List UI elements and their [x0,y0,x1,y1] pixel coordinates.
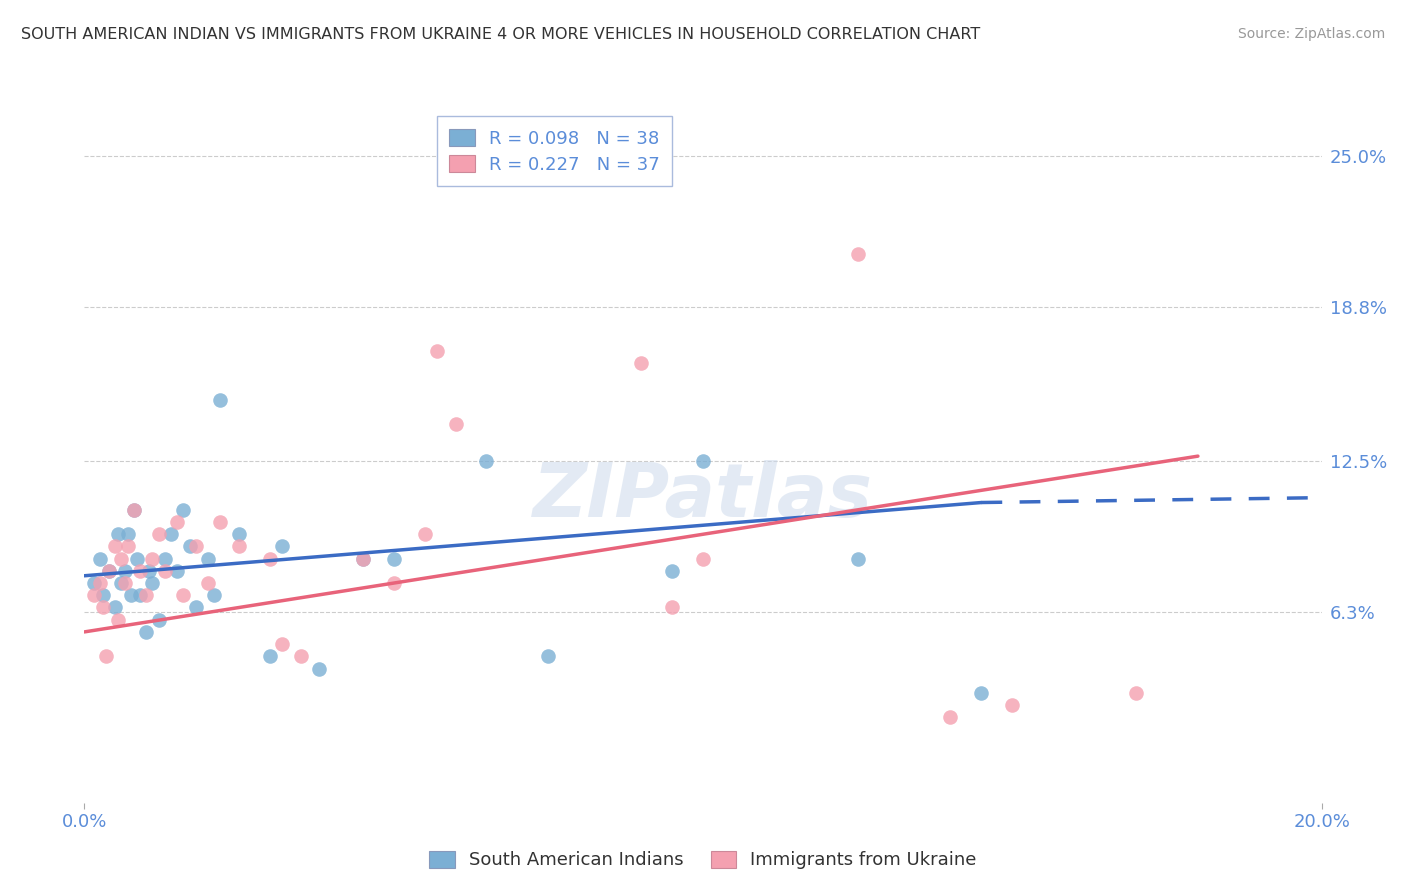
Point [352,551,374,566]
Point [271,637,294,651]
Point [426,344,449,359]
Point [91,588,114,602]
Point [125,551,148,566]
Point [110,576,132,591]
Point [475,454,498,468]
Point [939,710,962,724]
Point [141,576,163,591]
Text: ZIPatlas: ZIPatlas [533,460,873,533]
Point [89,551,111,566]
Legend: South American Indians, Immigrants from Ukraine: South American Indians, Immigrants from … [420,842,986,879]
Point [110,551,132,566]
Point [184,600,207,615]
Point [202,588,225,602]
Point [692,551,714,566]
Point [129,564,152,578]
Point [197,576,219,591]
Point [271,540,294,554]
Point [184,540,207,554]
Point [259,649,281,664]
Point [120,588,142,602]
Point [166,564,188,578]
Point [1001,698,1024,713]
Point [160,527,183,541]
Text: SOUTH AMERICAN INDIAN VS IMMIGRANTS FROM UKRAINE 4 OR MORE VEHICLES IN HOUSEHOLD: SOUTH AMERICAN INDIAN VS IMMIGRANTS FROM… [21,27,980,42]
Point [141,551,163,566]
Point [148,613,170,627]
Point [228,540,250,554]
Point [104,540,127,554]
Point [846,246,869,260]
Point [444,417,467,432]
Point [153,564,176,578]
Point [117,527,139,541]
Point [661,564,683,578]
Point [352,551,374,566]
Point [179,540,201,554]
Point [172,503,194,517]
Point [107,527,129,541]
Point [382,551,405,566]
Point [135,624,157,639]
Point [83,588,105,602]
Point [122,503,145,517]
Point [83,576,105,591]
Point [153,551,176,566]
Point [98,564,121,578]
Point [308,661,330,675]
Point [382,576,405,591]
Point [135,588,157,602]
Point [413,527,436,541]
Point [228,527,250,541]
Point [537,649,560,664]
Point [129,588,152,602]
Point [846,551,869,566]
Point [138,564,160,578]
Point [172,588,194,602]
Point [209,515,232,529]
Point [630,356,652,370]
Point [970,686,993,700]
Point [148,527,170,541]
Point [259,551,281,566]
Point [98,564,121,578]
Point [692,454,714,468]
Point [114,576,136,591]
Point [91,600,114,615]
Point [209,392,232,407]
Point [117,540,139,554]
Point [89,576,111,591]
Text: Source: ZipAtlas.com: Source: ZipAtlas.com [1237,27,1385,41]
Point [661,600,683,615]
Point [166,515,188,529]
Point [122,503,145,517]
Point [1125,686,1147,700]
Point [114,564,136,578]
Point [107,613,129,627]
Point [290,649,312,664]
Point [197,551,219,566]
Point [104,600,127,615]
Legend: R = 0.098   N = 38, R = 0.227   N = 37: R = 0.098 N = 38, R = 0.227 N = 37 [437,116,672,186]
Point [94,649,117,664]
